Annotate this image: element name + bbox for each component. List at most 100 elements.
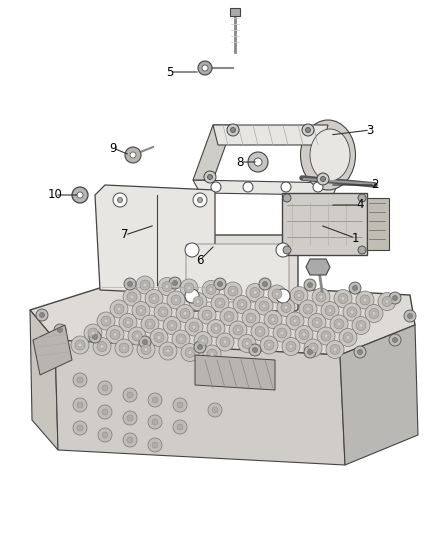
Circle shape (206, 285, 216, 295)
Polygon shape (213, 125, 328, 145)
Circle shape (245, 342, 249, 345)
Circle shape (211, 182, 221, 192)
Circle shape (284, 305, 288, 310)
Circle shape (181, 343, 199, 361)
Circle shape (157, 335, 161, 340)
Circle shape (250, 287, 260, 297)
Polygon shape (318, 125, 338, 180)
Circle shape (254, 158, 262, 166)
Circle shape (136, 276, 154, 294)
Circle shape (127, 437, 133, 443)
Circle shape (184, 283, 194, 293)
Circle shape (354, 346, 366, 358)
Circle shape (139, 336, 151, 348)
FancyBboxPatch shape (186, 244, 289, 302)
Circle shape (290, 287, 308, 304)
Circle shape (338, 294, 348, 303)
Circle shape (198, 198, 202, 203)
Circle shape (126, 320, 130, 325)
Text: 3: 3 (366, 124, 374, 136)
FancyBboxPatch shape (282, 193, 367, 255)
Circle shape (132, 331, 142, 341)
Polygon shape (30, 280, 415, 355)
Circle shape (276, 243, 290, 257)
Circle shape (189, 322, 199, 332)
Circle shape (152, 296, 156, 301)
FancyBboxPatch shape (367, 198, 389, 250)
Circle shape (218, 301, 222, 305)
Circle shape (185, 243, 199, 257)
Text: 7: 7 (121, 229, 129, 241)
Circle shape (286, 312, 304, 330)
Circle shape (136, 305, 146, 316)
Circle shape (194, 341, 206, 353)
Circle shape (253, 290, 257, 295)
Circle shape (324, 334, 328, 338)
Circle shape (73, 398, 87, 412)
Circle shape (378, 293, 396, 311)
Circle shape (343, 333, 353, 343)
Circle shape (173, 280, 177, 286)
Circle shape (148, 393, 162, 407)
Circle shape (173, 420, 187, 434)
Circle shape (125, 147, 141, 163)
Circle shape (84, 324, 102, 342)
Circle shape (205, 313, 209, 317)
Text: 8: 8 (237, 156, 244, 168)
Circle shape (211, 324, 221, 334)
Circle shape (89, 331, 101, 343)
Circle shape (214, 278, 226, 290)
Circle shape (110, 300, 128, 318)
Circle shape (208, 403, 222, 417)
Circle shape (407, 313, 413, 319)
Circle shape (248, 152, 268, 172)
Circle shape (154, 303, 172, 321)
Text: 10: 10 (48, 189, 63, 201)
Circle shape (158, 307, 168, 317)
Circle shape (149, 294, 159, 303)
Circle shape (167, 320, 177, 330)
Circle shape (277, 298, 295, 317)
Circle shape (102, 385, 108, 391)
Circle shape (159, 342, 177, 360)
Circle shape (246, 284, 264, 302)
Circle shape (187, 286, 191, 290)
Circle shape (299, 329, 309, 340)
Circle shape (268, 314, 278, 325)
Circle shape (167, 291, 185, 309)
Circle shape (88, 328, 98, 338)
Circle shape (282, 337, 300, 356)
Circle shape (308, 343, 318, 353)
Circle shape (363, 298, 367, 302)
Circle shape (262, 281, 268, 287)
Circle shape (311, 346, 315, 350)
Circle shape (201, 338, 205, 343)
Circle shape (78, 343, 82, 347)
Circle shape (317, 327, 335, 345)
Circle shape (267, 343, 271, 347)
Circle shape (325, 305, 335, 316)
Circle shape (119, 343, 129, 353)
Circle shape (198, 61, 212, 75)
Circle shape (220, 337, 230, 347)
Circle shape (223, 340, 227, 344)
Circle shape (328, 309, 332, 312)
Circle shape (122, 346, 126, 350)
Circle shape (210, 352, 214, 356)
Circle shape (130, 295, 134, 299)
Circle shape (163, 346, 173, 356)
Circle shape (307, 282, 312, 287)
Circle shape (123, 388, 137, 402)
Circle shape (152, 419, 158, 425)
Circle shape (161, 310, 165, 314)
Circle shape (317, 173, 329, 185)
Circle shape (39, 312, 45, 318)
Circle shape (251, 322, 269, 341)
Circle shape (259, 278, 271, 290)
Circle shape (166, 349, 170, 353)
Circle shape (243, 182, 253, 192)
Circle shape (152, 397, 158, 403)
Polygon shape (55, 340, 345, 465)
Circle shape (202, 65, 208, 71)
Circle shape (123, 411, 137, 425)
